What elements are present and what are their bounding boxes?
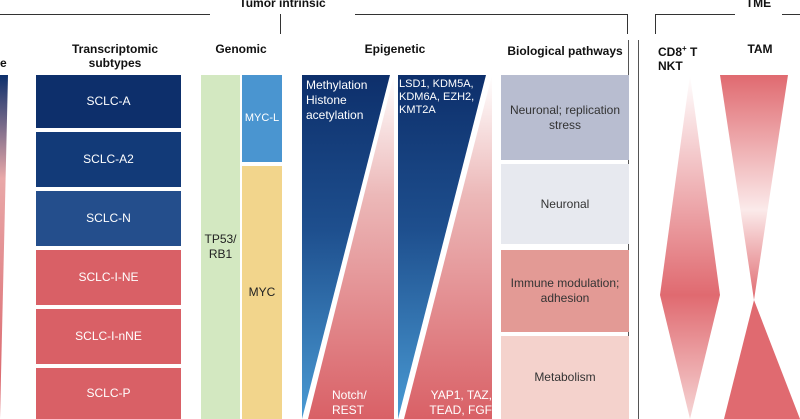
left-partial-header: e bbox=[0, 56, 7, 70]
epigenetic-col2-blue-wedge bbox=[398, 75, 486, 419]
biological-pathways-header: Biological pathways bbox=[507, 44, 623, 58]
left-partial-wedge bbox=[0, 75, 8, 419]
genomic-myc-l: MYC-L bbox=[242, 75, 282, 162]
tumor-intrinsic-header: Tumor intrinsic bbox=[239, 0, 326, 10]
tam-upper-wedge bbox=[720, 75, 788, 300]
cd8-nkt-header: CD8+ T NKT bbox=[658, 42, 728, 73]
nkt-label: NKT bbox=[658, 59, 683, 73]
tumor-intrinsic-bracket-right bbox=[355, 14, 627, 15]
cd8-superscript: + bbox=[682, 44, 687, 53]
tam-lower-wedge bbox=[724, 300, 800, 419]
subtype-sclc-n: SCLC-N bbox=[36, 191, 181, 246]
cd8-tail: T bbox=[686, 45, 698, 59]
tumor-intrinsic-bracket-end bbox=[627, 14, 628, 34]
subtype-sclc-i-ne: SCLC-I-NE bbox=[36, 250, 181, 305]
tme-header: TME bbox=[745, 0, 772, 10]
tme-shapes bbox=[660, 75, 800, 419]
pathway-neuronal: Neuronal bbox=[501, 164, 629, 244]
pathway-immune-modulation: Immune modulation; adhesion bbox=[501, 250, 629, 332]
epigenetic-col1-top-label: Methylation Histone acetylation bbox=[306, 78, 368, 122]
genomic-myc: MYC bbox=[242, 166, 282, 419]
subtype-sclc-p: SCLC-P bbox=[36, 368, 181, 419]
epigenetic-col2-red-wedge bbox=[404, 75, 492, 419]
genomic-header: Genomic bbox=[215, 42, 267, 56]
cd8-nkt-diamond bbox=[660, 75, 720, 419]
epigenetic-header: Epigenetic bbox=[364, 42, 426, 56]
divider-tme-right bbox=[638, 40, 639, 419]
pathway-neuronal-replication: Neuronal; replication stress bbox=[501, 75, 629, 160]
pathway-metabolism: Metabolism bbox=[501, 336, 629, 419]
tam-header: TAM bbox=[747, 42, 773, 56]
tme-bracket-top-right bbox=[782, 14, 800, 15]
tumor-intrinsic-bracket-left bbox=[0, 14, 210, 15]
tme-bracket-left bbox=[655, 14, 656, 34]
subtype-scla-a2: SCLC-A2 bbox=[36, 132, 181, 187]
genomic-tp53-rb1: TP53/ RB1 bbox=[201, 75, 240, 419]
tumor-intrinsic-center-tick bbox=[280, 14, 281, 34]
subtype-scla-a: SCLC-A bbox=[36, 75, 181, 128]
epigenetic-col2-bottom-label: YAP1, TAZ, TEAD, FGF bbox=[429, 388, 492, 417]
subtype-sclc-i-nne: SCLC-I-nNE bbox=[36, 309, 181, 364]
cd8-label: CD8 bbox=[658, 45, 683, 59]
tme-bracket-top bbox=[655, 14, 735, 15]
epigenetic-col1-bottom-label: Notch/ REST bbox=[332, 388, 367, 417]
epigenetic-wedges bbox=[302, 75, 492, 419]
epigenetic-col1-red-wedge bbox=[308, 75, 394, 419]
transcriptomic-header: Transcriptomic subtypes bbox=[71, 42, 159, 70]
epigenetic-col1-blue-wedge bbox=[302, 75, 390, 419]
epigenetic-col2-top-label: LSD1, KDM5A, KDM6A, EZH2, KMT2A bbox=[399, 78, 475, 116]
